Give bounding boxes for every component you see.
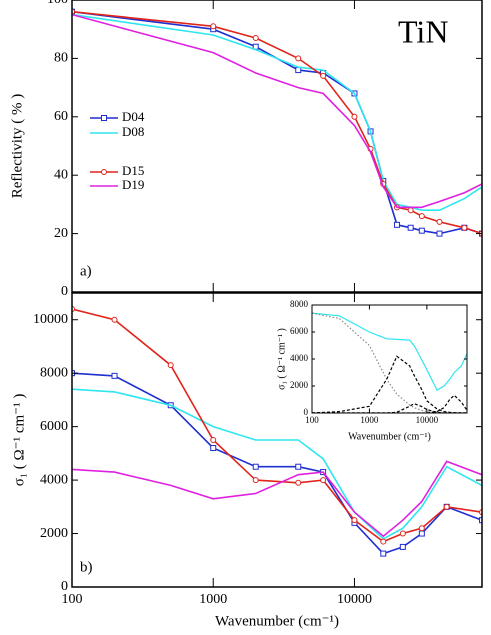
marker [461,224,468,231]
marker [407,207,414,214]
marker [210,445,217,452]
marker [210,23,217,30]
marker [407,224,414,231]
y-tick-label: 0 [61,284,68,299]
legend-marker [101,115,107,121]
y-tick-label: 4000 [40,472,68,487]
y-axis-label: σ₁ ( Ω⁻¹ cm⁻¹ ) [276,328,287,390]
series-line [312,312,467,391]
annotation: a) [80,263,92,279]
legend-label: D04 [122,109,145,124]
marker [351,113,358,120]
marker [418,530,425,537]
annotation: b) [80,559,93,575]
series-line [72,13,482,209]
y-tick-label: 80 [54,51,68,66]
legend-label: D15 [122,163,144,178]
y-tick-label: 10000 [33,312,68,327]
y-axis-label: σ₁ ( Ω⁻¹ cm⁻¹ ) [11,394,27,487]
y-tick-label: 2000 [290,380,309,390]
y-tick-label: 8000 [40,365,68,380]
marker [380,550,387,557]
marker [295,67,302,74]
marker [479,517,482,524]
marker [320,72,327,79]
marker [380,538,387,545]
x-tick-label: 1000 [360,415,379,425]
marker [443,503,450,510]
inset-bg [312,305,467,413]
marker [351,517,358,524]
series-line [72,13,482,211]
marker [252,477,259,484]
y-tick-label: 40 [54,167,68,182]
y-tick-label: 6000 [290,326,309,336]
frame [71,0,483,293]
series-line [72,460,482,538]
x-tick-label: 10000 [337,592,372,607]
legend-label: D19 [122,177,144,192]
marker [295,479,302,486]
marker [399,543,406,550]
marker [111,372,118,379]
series-line [312,394,467,413]
marker [111,316,118,323]
series-line [72,388,482,540]
marker [436,230,443,237]
y-tick-label: 6000 [40,419,68,434]
x-tick-label: 100 [62,592,83,607]
marker [436,218,443,225]
y-tick-label: 4000 [290,353,309,363]
plot-area [72,306,482,557]
marker [252,34,259,41]
x-tick-label: 10000 [416,415,439,425]
marker [295,463,302,470]
series-line [72,10,482,235]
annotation: TiN [398,13,448,49]
x-axis-label: Wavenumber (cm⁻¹) [348,431,431,442]
marker [393,221,400,228]
frame [71,292,483,588]
x-tick-label: 100 [305,415,319,425]
marker [399,530,406,537]
series-line [312,402,467,413]
y-tick-label: 60 [54,109,68,124]
marker [418,525,425,532]
y-tick-label: 100 [47,0,68,7]
y-tick-label: 2000 [40,526,68,541]
marker [167,362,174,369]
marker [210,437,217,443]
marker [418,227,425,234]
marker [252,463,259,470]
legend-marker [101,169,107,175]
x-axis-label: Wavenumber (cm⁻¹) [215,613,339,629]
marker [295,55,302,62]
y-tick-label: 0 [304,407,309,417]
legend-label: D08 [122,124,144,139]
series-line [312,355,467,413]
y-tick-label: 8000 [290,299,309,309]
plot-area [72,8,482,237]
y-tick-label: 0 [61,579,68,594]
marker [320,477,327,484]
y-axis-label: Reflectivity ( % ) [9,94,25,199]
x-tick-label: 1000 [199,592,227,607]
y-tick-label: 20 [54,226,68,241]
marker [418,213,425,220]
